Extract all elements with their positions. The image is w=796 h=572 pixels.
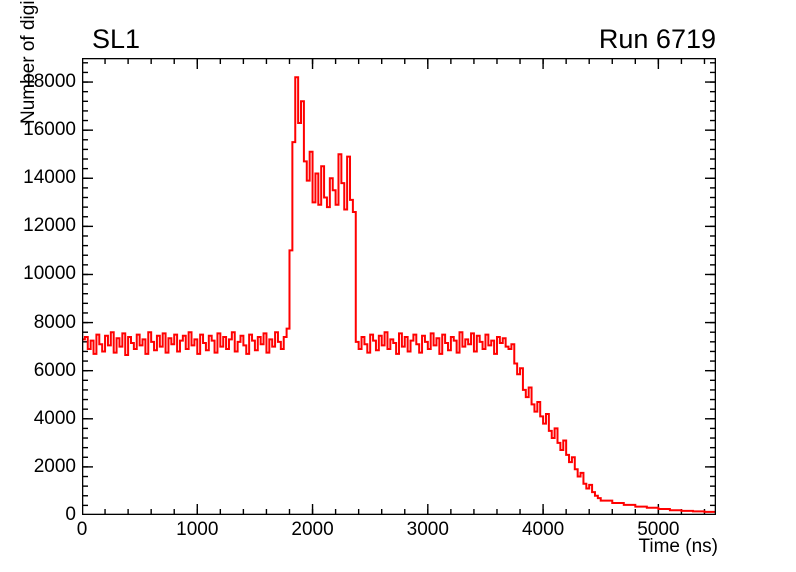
y-tick-label: 10000 — [23, 263, 76, 285]
x-tick-label: 4000 — [521, 519, 565, 540]
y-tick-label: 2000 — [33, 455, 76, 477]
x-tick-label: 3000 — [406, 519, 449, 540]
y-tick-label: 14000 — [23, 167, 76, 189]
chart-svg — [82, 58, 716, 515]
y-tick-label: 0 — [65, 504, 76, 525]
x-tick-label: 0 — [76, 519, 88, 540]
y-axis-tick-labels: 0 2000 4000 6000 8000 10000 12000 14000 16000 180… — [0, 0, 76, 572]
plot-frame — [82, 58, 716, 515]
plot-title-right: Run 6719 — [598, 24, 716, 54]
y-tick-label: 18000 — [23, 71, 76, 93]
frame-border — [82, 58, 716, 515]
y-tick-label: 8000 — [33, 311, 76, 333]
x-tick-label: 1000 — [176, 519, 219, 540]
x-tick-label: 5000 — [637, 519, 680, 540]
axis-ticks — [82, 58, 716, 515]
x-tick-label: 2000 — [291, 519, 334, 540]
y-tick-label: 6000 — [33, 359, 76, 381]
y-tick-label: 12000 — [23, 215, 76, 237]
y-tick-label: 4000 — [33, 407, 76, 429]
y-tick-label: 16000 — [23, 119, 76, 141]
plot-title-left: SL1 — [92, 24, 141, 54]
x-axis-title: Time (ns) — [638, 536, 718, 557]
data-series-line — [82, 76, 716, 513]
